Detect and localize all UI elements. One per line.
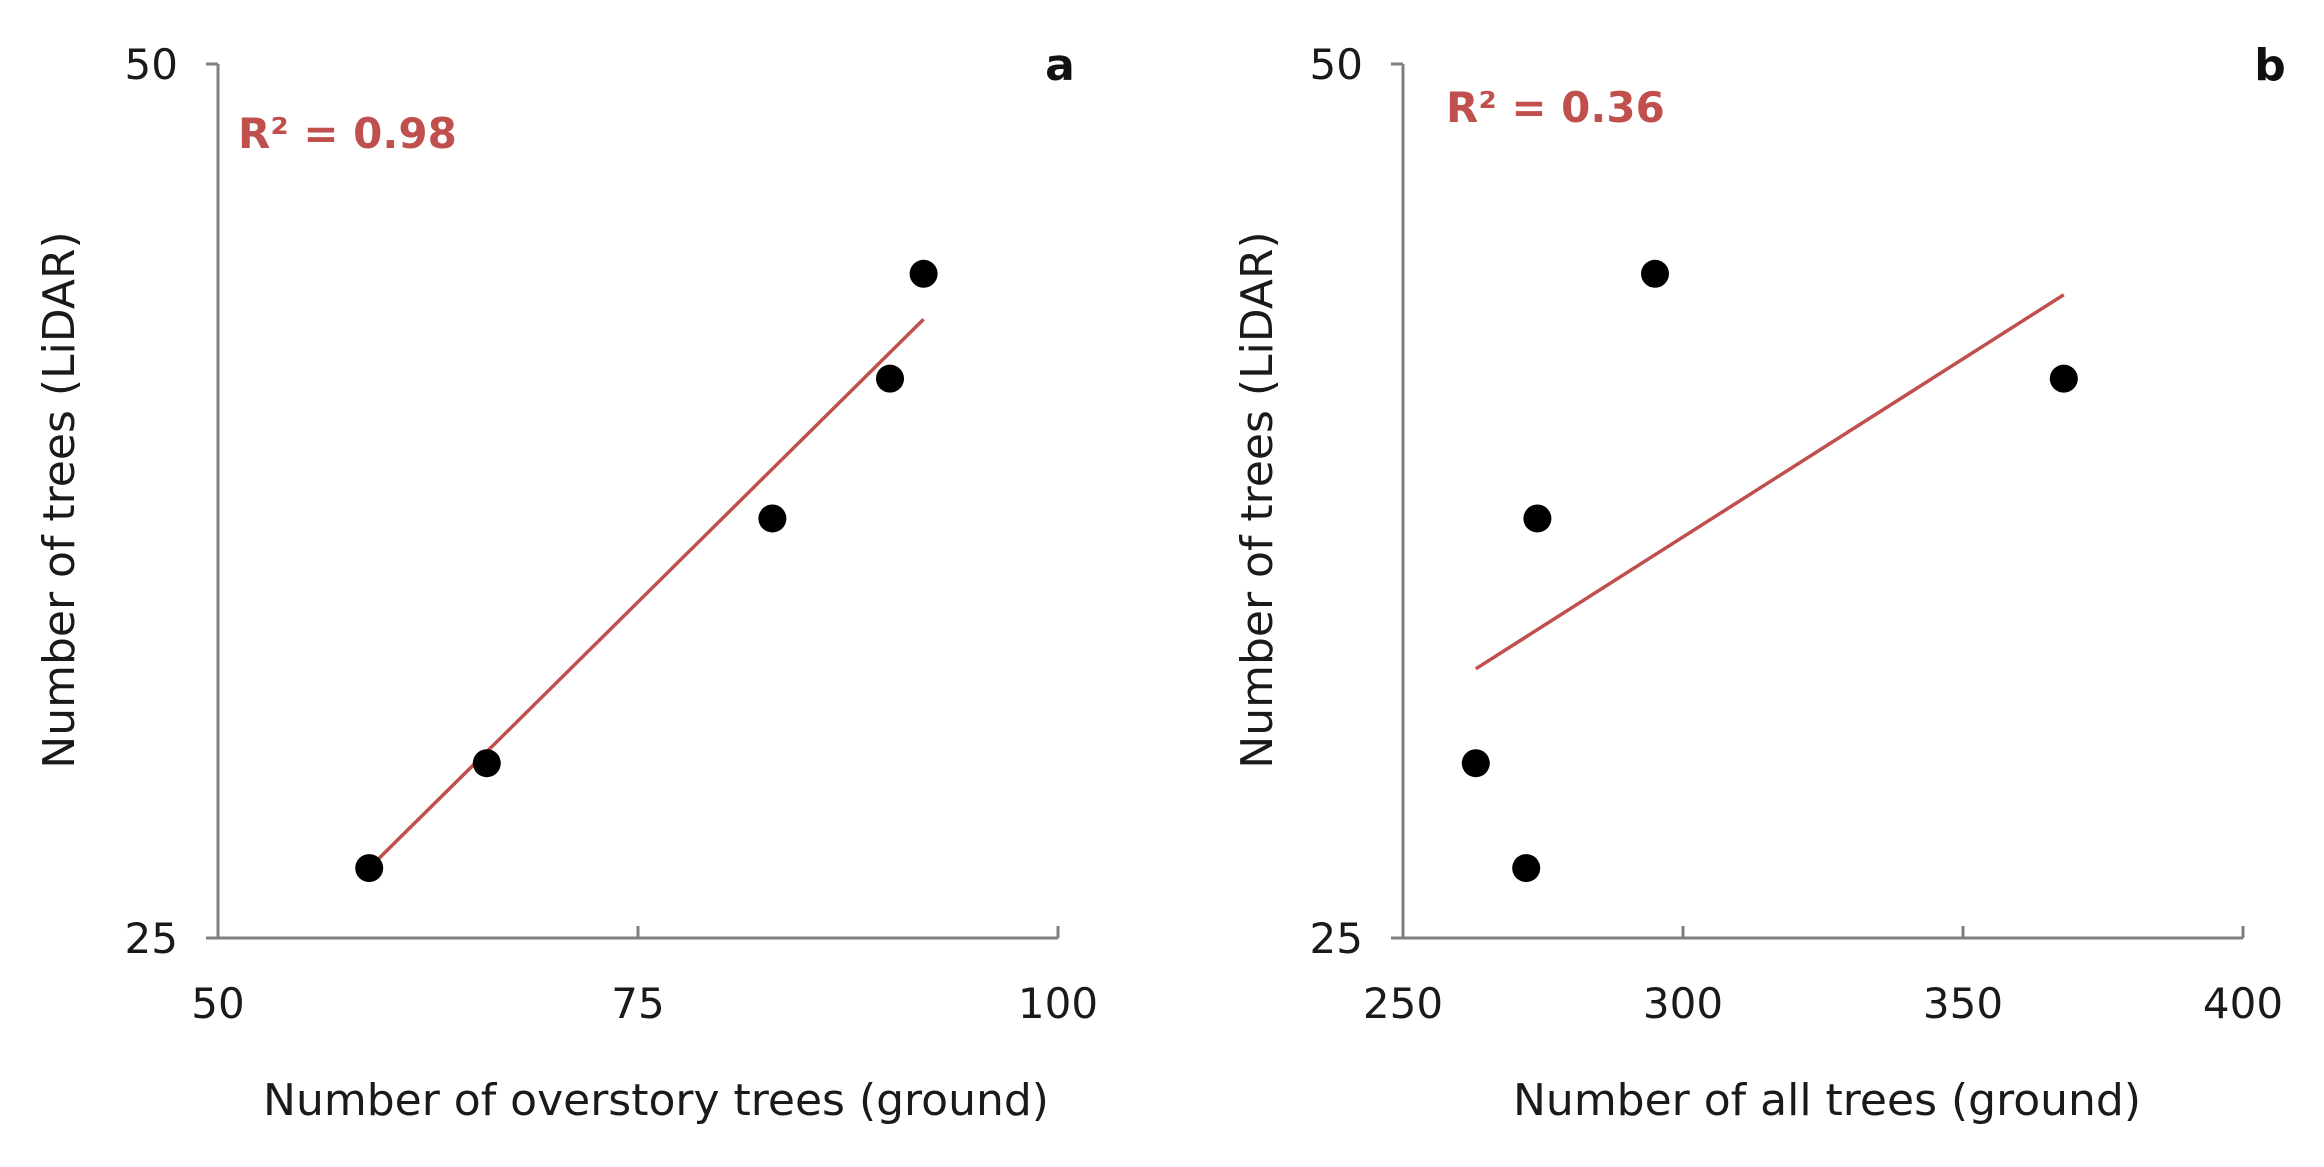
panel-b-y-tick-label: 25: [1310, 914, 1363, 963]
panel-a-y-tick-label: 50: [125, 40, 178, 89]
panel-a-y-axis-title: Number of trees (LiDAR): [34, 231, 85, 768]
panel-b: b R² = 0.36 Number of all trees (ground)…: [1232, 40, 2286, 1126]
panel-a-data-point: [876, 364, 904, 393]
panel-b-y-tick-label: 50: [1310, 40, 1363, 89]
panel-a-label: a: [1045, 40, 1075, 91]
panel-b-data-point: [1461, 749, 1490, 778]
panel-b-x-tick-label: 350: [1923, 979, 2003, 1028]
panel-b-x-tick-label: 250: [1363, 979, 1443, 1028]
panel-b-data-point: [2049, 364, 2078, 393]
panel-b-r2-annotation: R² = 0.36: [1446, 83, 1665, 132]
panel-b-x-tick-label: 300: [1643, 979, 1723, 1028]
panel-b-data-point: [1523, 504, 1552, 533]
panel-a-data-point: [472, 749, 501, 778]
panel-a: a R² = 0.98 Number of overstory trees (g…: [34, 40, 1098, 1126]
panel-b-y-axis-title: Number of trees (LiDAR): [1232, 231, 1283, 768]
panel-a-data-point: [355, 854, 384, 883]
panel-a-r2-annotation: R² = 0.98: [238, 109, 457, 158]
panel-b-data-point: [1512, 854, 1541, 883]
panel-a-data-point: [909, 259, 938, 288]
panel-b-x-axis-title: Number of all trees (ground): [1513, 1075, 2141, 1126]
panel-a-x-tick-label: 50: [191, 979, 244, 1028]
panel-b-x-tick-label: 400: [2203, 979, 2283, 1028]
panel-b-data-point: [1641, 259, 1669, 288]
panel-a-x-tick-label: 100: [1018, 979, 1098, 1028]
panel-a-trendline: [367, 317, 925, 870]
panel-b-trendline: [1474, 293, 2065, 671]
panel-a-x-tick-label: 75: [611, 979, 664, 1028]
panel-a-data-point: [758, 504, 787, 533]
panel-a-y-tick-label: 25: [125, 914, 178, 963]
panel-a-x-axis-title: Number of overstory trees (ground): [263, 1075, 1049, 1126]
panel-b-label: b: [2254, 40, 2286, 91]
